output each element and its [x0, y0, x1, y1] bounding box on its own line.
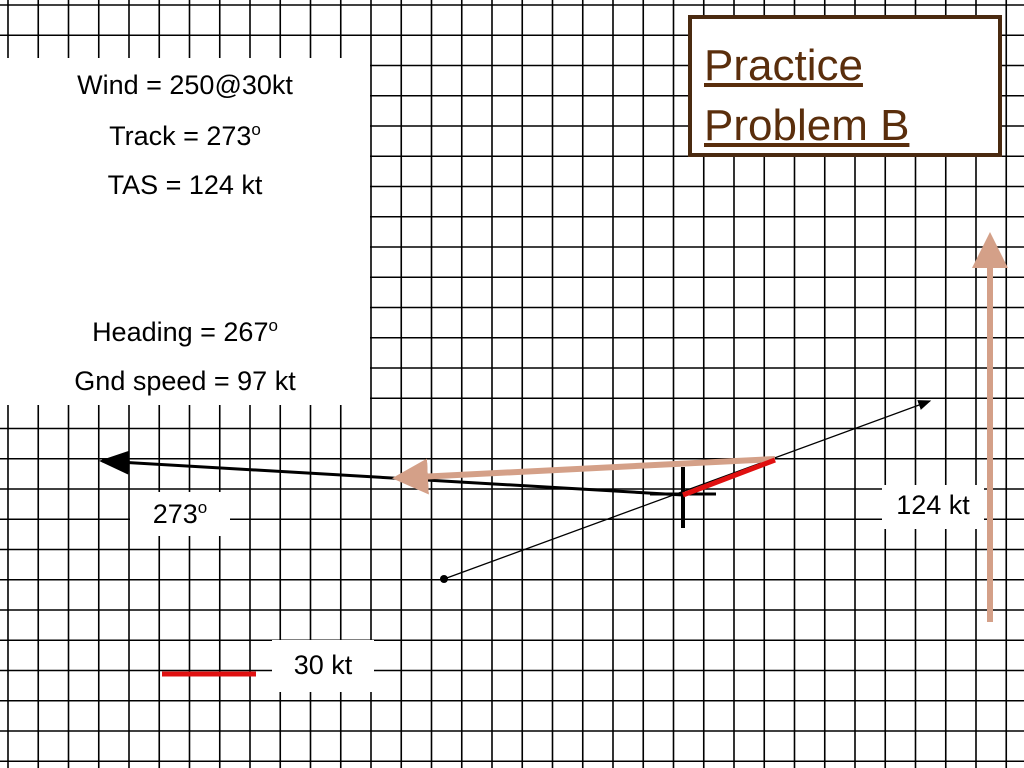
wind-vector: [682, 457, 776, 498]
sup: o: [268, 316, 278, 335]
heading-arrow: [392, 456, 776, 495]
title: Practice: [704, 41, 863, 90]
label-bg: [882, 485, 984, 529]
text: 124 kt: [896, 490, 970, 520]
text: 273: [152, 499, 198, 529]
sup: o: [197, 498, 208, 517]
text: Wind = 250@30kt: [77, 70, 293, 100]
text: 30 kt: [293, 650, 353, 680]
text: Track = 273: [109, 121, 252, 151]
title: Problem B: [704, 101, 910, 150]
wind-line: [443, 400, 932, 580]
given: Track = 273o: [0, 120, 370, 152]
answer: Gnd speed = 97 kt: [0, 366, 370, 397]
scale-label: 30 kt: [272, 650, 374, 681]
text-panel: [0, 58, 370, 405]
label-bg: [272, 640, 374, 692]
text: Heading = 267: [92, 317, 269, 347]
start-point: [440, 575, 448, 583]
given: Wind = 250@30kt: [0, 70, 370, 101]
tas-label: 124 kt: [882, 490, 984, 521]
given: TAS = 124 kt: [0, 170, 370, 201]
text: TAS = 124 kt: [107, 170, 263, 200]
answer: Heading = 267o: [0, 316, 370, 348]
text: Gnd speed = 97 kt: [74, 366, 296, 396]
label-bg: [130, 492, 230, 536]
sup: o: [251, 120, 261, 139]
title-box: Practice Problem B: [688, 15, 1002, 157]
track-label: 273o: [130, 498, 230, 530]
